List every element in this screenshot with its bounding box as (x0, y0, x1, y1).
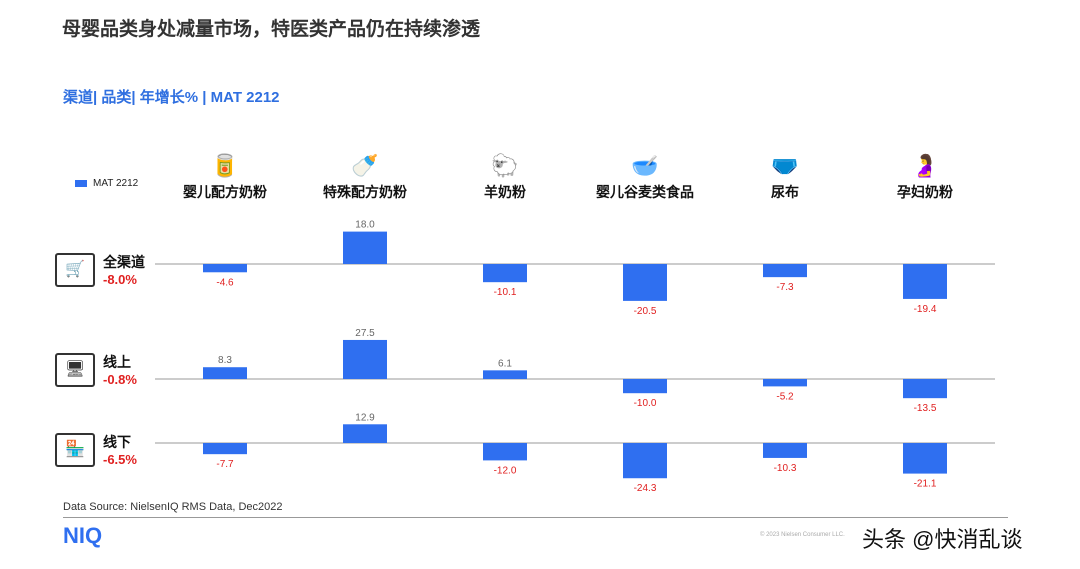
bar (763, 443, 807, 458)
channel-total: -0.8% (103, 372, 137, 387)
footer-divider (63, 517, 1008, 518)
sheep-icon: 🐑 (491, 153, 519, 178)
channel-name: 全渠道 (103, 254, 145, 270)
page-subtitle: 渠道| 品类| 年增长% | MAT 2212 (63, 89, 280, 106)
data-label: -10.3 (774, 463, 797, 474)
category-label: 婴儿配方奶粉 (183, 184, 267, 200)
data-label: -24.3 (634, 483, 657, 494)
bar (903, 443, 947, 474)
bar (203, 367, 247, 379)
data-label: -21.1 (914, 479, 937, 490)
bar (763, 379, 807, 387)
data-label: -20.5 (634, 306, 657, 317)
data-label: -10.0 (634, 398, 657, 409)
category-label: 尿布 (771, 184, 799, 200)
pregnant-icon: 🤰 (911, 153, 939, 178)
bar (763, 264, 807, 278)
watermark: 头条 @快消乱谈 (862, 527, 1023, 552)
category-header: 🥣 婴儿谷麦类食品 (575, 150, 715, 202)
bar (343, 231, 387, 264)
category-header: 🤰 孕妇奶粉 (855, 150, 995, 202)
shopping-cart-icon: 🛒 (55, 252, 95, 287)
category-header: 🍼 特殊配方奶粉 (295, 150, 435, 202)
bar (903, 264, 947, 299)
category-header: 🩲 尿布 (715, 150, 855, 202)
page-title: 母婴品类身处减量市场，特医类产品仍在持续渗透 (62, 19, 481, 40)
data-label: -19.4 (914, 304, 937, 315)
bar (343, 339, 387, 379)
bar (483, 264, 527, 283)
cereal-bowl-icon: 🥣 (631, 153, 659, 178)
data-label: -4.6 (216, 277, 234, 288)
category-label: 羊奶粉 (484, 184, 526, 200)
copyright: © 2023 Nielsen Consumer LLC. (760, 532, 845, 538)
legend-label: MAT 2212 (93, 178, 139, 189)
channel-name: 线上 (103, 354, 131, 370)
data-label: 18.0 (355, 220, 375, 231)
data-label: 27.5 (355, 328, 375, 339)
online-shop-icon: 🖥 (55, 352, 95, 387)
data-label: -10.1 (494, 287, 517, 298)
channel-label: 🛒 全渠道 -8.0% (55, 252, 145, 287)
bar (903, 379, 947, 399)
bar (483, 443, 527, 461)
category-header: 🥫 婴儿配方奶粉 (155, 150, 295, 202)
data-label: -7.3 (776, 282, 794, 293)
data-label: 8.3 (218, 355, 232, 366)
data-label: -5.2 (776, 391, 794, 402)
bar (483, 370, 527, 379)
channel-total: -6.5% (103, 452, 137, 467)
bottle-icon: 🍼 (351, 153, 379, 178)
store-icon: 🏪 (55, 432, 95, 467)
category-label: 孕妇奶粉 (897, 184, 953, 200)
category-header: 🐑 羊奶粉 (435, 150, 575, 202)
niq-logo: NIQ (63, 523, 103, 548)
bar (623, 443, 667, 479)
channel-name: 线下 (103, 434, 131, 450)
data-label: 6.1 (498, 358, 512, 369)
diaper-icon: 🩲 (771, 153, 799, 178)
formula-can-icon: 🥫 (211, 153, 239, 178)
data-label: -7.7 (216, 459, 234, 470)
category-label: 特殊配方奶粉 (323, 184, 407, 200)
data-label: -13.5 (914, 403, 937, 414)
bar (203, 443, 247, 455)
channel-label: 🏪 线下 -6.5% (55, 432, 137, 467)
legend: MAT 2212 (75, 178, 138, 189)
category-label: 婴儿谷麦类食品 (596, 184, 694, 200)
data-source: Data Source: NielsenIQ RMS Data, Dec2022 (63, 501, 283, 513)
channel-total: -8.0% (103, 272, 137, 287)
bar (203, 264, 247, 273)
data-label: -12.0 (494, 465, 517, 476)
data-label: 12.9 (355, 412, 375, 423)
bar (343, 424, 387, 443)
bar (623, 379, 667, 394)
channel-label: 🖥 线上 -0.8% (55, 352, 137, 387)
legend-swatch (75, 180, 87, 187)
bar (623, 264, 667, 301)
